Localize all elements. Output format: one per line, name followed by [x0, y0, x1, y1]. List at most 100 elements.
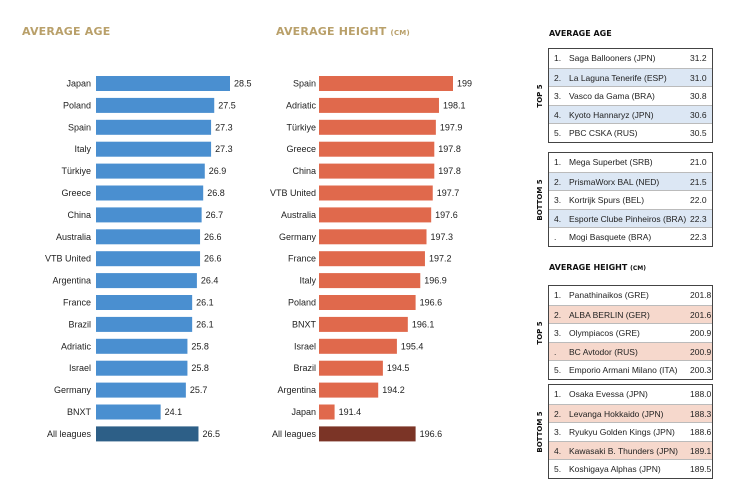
value-label: 194.5: [387, 363, 410, 373]
category-label: Israel: [294, 341, 316, 351]
bar-age-6: [96, 207, 202, 223]
category-label: Australia: [56, 232, 91, 242]
bar-height-3: [319, 141, 435, 157]
ranking-name: Saga Ballooners (JPN): [569, 53, 656, 63]
bar-age-5: [96, 185, 204, 201]
bar-height-7: [319, 229, 427, 245]
ranking-name: Olympiacos (GRE): [569, 328, 640, 339]
ranking-name: Levanga Hokkaido (JPN): [569, 408, 664, 419]
ranking-name: ALBA BERLIN (GER): [569, 309, 650, 320]
ranking-row: . Mogi Basquete (BRA) 22.3: [549, 227, 712, 245]
category-label: Spain: [293, 79, 316, 89]
category-label: Türkiye: [61, 166, 91, 176]
bar-age-9: [96, 273, 197, 289]
ranking-rank: 2.: [554, 72, 562, 83]
ranking-rank: 4.: [554, 109, 562, 120]
value-label: 26.8: [207, 188, 225, 198]
ranking-name: Osaka Evessa (JPN): [569, 389, 648, 399]
age-chart-title: AVERAGE AGE: [22, 25, 111, 38]
value-label: 26.5: [202, 429, 220, 439]
ranking-row: 1. Osaka Evessa (JPN) 188.0: [549, 385, 712, 403]
value-label: 26.6: [204, 254, 222, 264]
ranking-value: 30.8: [690, 91, 707, 102]
bar-age-7: [96, 229, 201, 245]
ranking-row: 3. Ryukyu Golden Kings (JPN) 188.6: [549, 422, 712, 440]
value-label: 191.4: [339, 407, 362, 417]
category-label: All leagues: [272, 429, 317, 439]
category-label: Germany: [279, 232, 317, 242]
ranking-value: 22.0: [690, 195, 707, 206]
ranking-rank: .: [554, 346, 557, 357]
value-label: 26.1: [196, 319, 214, 329]
ranking-value: 31.2: [690, 53, 707, 63]
bar-age-11: [96, 316, 193, 332]
age-ranking-title: AVERAGE AGE: [549, 29, 612, 38]
category-label: Japan: [291, 407, 316, 417]
height-top-table: 1. Panathinaikos (GRE) 201.8 2. ALBA BERLIN …: [548, 285, 713, 380]
value-label: 196.6: [420, 429, 443, 439]
ranking-value: 200.9: [690, 346, 712, 357]
ranking-value: 189.1: [690, 445, 712, 456]
ranking-value: 21.5: [690, 176, 707, 187]
bar-height-14: [319, 382, 379, 398]
ranking-value: 31.0: [690, 72, 707, 83]
ranking-name: Emporio Armani Milano (ITA): [569, 365, 678, 376]
category-label: Italy: [299, 276, 316, 286]
ranking-row: 3. Olympiacos (GRE) 200.9: [549, 323, 712, 341]
category-label: France: [288, 254, 316, 264]
bar-height-1: [319, 97, 439, 113]
value-label: 25.8: [191, 341, 209, 351]
value-label: 25.8: [191, 363, 209, 373]
bar-age-8: [96, 251, 201, 267]
category-label: France: [63, 298, 91, 308]
category-label: Poland: [63, 100, 91, 110]
category-label: Türkiye: [286, 122, 316, 132]
ranking-row: 5. Koshigaya Alphas (JPN) 189.5: [549, 459, 712, 477]
ranking-row: 4. Esporte Clube Pinheiros (BRA) 22.3: [549, 208, 712, 227]
category-label: Argentina: [277, 385, 316, 395]
ranking-name: PBC CSKA (RUS): [569, 128, 638, 139]
ranking-name: Koshigaya Alphas (JPN): [569, 464, 661, 475]
bar-age-0: [96, 76, 230, 91]
ranking-row: . BC Avtodor (RUS) 200.9: [549, 341, 712, 360]
ranking-rank: 5.: [554, 128, 562, 139]
bar-age-15: [96, 404, 161, 420]
value-label: 26.4: [201, 276, 219, 286]
age-top-label: TOP 5: [536, 83, 544, 108]
category-label: Israel: [69, 363, 91, 373]
ranking-rank: 4.: [554, 213, 562, 224]
ranking-row: 1. Panathinaikos (GRE) 201.8: [549, 286, 712, 304]
height-top-label: TOP 5: [536, 320, 544, 345]
value-label: 197.8: [438, 166, 461, 176]
value-label: 26.9: [209, 166, 227, 176]
ranking-value: 200.9: [690, 328, 712, 339]
value-label: 197.7: [437, 188, 460, 198]
bar-height-11: [319, 316, 408, 332]
ranking-rank: 2.: [554, 408, 562, 419]
ranking-value: 201.8: [690, 290, 712, 300]
age-bottom-label: BOTTOM 5: [536, 178, 544, 221]
ranking-row: 2. PrismaWorx BAL (NED) 21.5: [549, 171, 712, 190]
ranking-name: Kortrijk Spurs (BEL): [569, 195, 645, 206]
ranking-rank: 1.: [554, 290, 562, 300]
bar-height-6: [319, 207, 432, 223]
value-label: 24.1: [165, 407, 183, 417]
value-label: 196.9: [424, 276, 447, 286]
ranking-rank: 4.: [554, 445, 562, 456]
category-label: Adriatic: [286, 100, 317, 110]
category-label: China: [67, 210, 91, 220]
bar-age-13: [96, 360, 188, 376]
bar-age-14: [96, 382, 186, 398]
value-label: 27.5: [218, 100, 236, 110]
ranking-value: 30.6: [690, 109, 707, 120]
ranking-rank: 1.: [554, 389, 562, 399]
ranking-row: 1. Mega Superbet (SRB) 21.0: [549, 153, 712, 171]
ranking-rank: 2.: [554, 176, 562, 187]
ranking-name: La Laguna Tenerife (ESP): [569, 72, 667, 83]
ranking-rank: 3.: [554, 427, 562, 438]
bar-height-12: [319, 338, 397, 354]
bar-age-10: [96, 295, 193, 310]
value-label: 196.6: [420, 298, 443, 308]
ranking-rank: .: [554, 232, 557, 243]
